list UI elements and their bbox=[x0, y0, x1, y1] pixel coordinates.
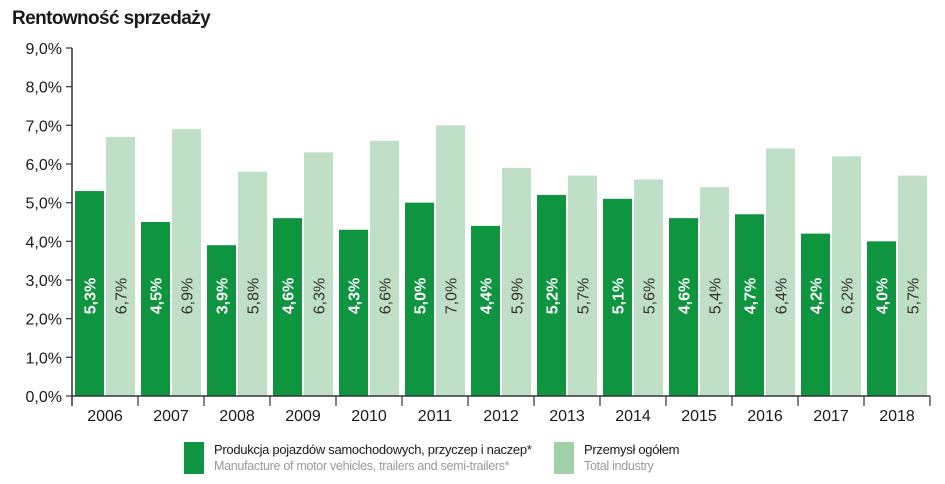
data-label-series1: 4,0% bbox=[875, 278, 892, 314]
x-tick-label: 2006 bbox=[87, 408, 123, 425]
bar-series1 bbox=[207, 245, 236, 396]
bar-series2 bbox=[304, 152, 333, 396]
x-tick-label: 2008 bbox=[219, 408, 255, 425]
bar-series1 bbox=[801, 233, 830, 396]
x-tick-label: 2015 bbox=[681, 408, 717, 425]
legend-label-series2: Przemysł ogółem bbox=[584, 442, 680, 457]
data-label-series2: 5,6% bbox=[642, 278, 659, 314]
data-label-series1: 4,5% bbox=[149, 278, 166, 314]
bar-series1 bbox=[405, 202, 434, 396]
x-tick-label: 2017 bbox=[813, 408, 849, 425]
data-label-series2: 6,7% bbox=[114, 278, 131, 314]
data-label-series1: 4,6% bbox=[281, 278, 298, 314]
data-label-series2: 5,4% bbox=[708, 278, 725, 314]
bar-series1 bbox=[867, 241, 896, 396]
bar-series1 bbox=[141, 222, 170, 396]
bar-series2 bbox=[502, 167, 531, 396]
bar-series2 bbox=[238, 171, 267, 396]
bar-series1 bbox=[339, 229, 368, 396]
y-tick-label: 5,0% bbox=[26, 196, 62, 213]
data-label-series1: 3,9% bbox=[215, 278, 232, 314]
y-axis: 0,0% 1,0% 2,0% 3,0% 4,0% 5,0% 6,0% 7,0% 8,0% 9,0% bbox=[26, 41, 73, 406]
x-tick-label: 2009 bbox=[285, 408, 321, 425]
y-tick-label: 6,0% bbox=[26, 157, 62, 174]
bar-series2 bbox=[106, 136, 135, 396]
x-tick-label: 2011 bbox=[418, 408, 453, 425]
bar-series2 bbox=[766, 148, 795, 396]
data-label-series2: 6,4% bbox=[774, 278, 791, 314]
y-tick-label: 7,0% bbox=[26, 118, 62, 135]
data-label-series1: 5,3% bbox=[83, 278, 100, 314]
bar-series2 bbox=[832, 156, 861, 396]
y-tick-label: 9,0% bbox=[26, 41, 62, 58]
data-label-series1: 4,7% bbox=[743, 278, 760, 314]
legend-swatch-series2 bbox=[554, 442, 574, 474]
bar-series2 bbox=[568, 175, 597, 396]
bar-series1 bbox=[537, 194, 566, 396]
bar-series2 bbox=[436, 125, 465, 396]
data-label-series1: 4,4% bbox=[479, 278, 496, 314]
y-tick-label: 1,0% bbox=[26, 350, 62, 367]
data-label-series2: 5,7% bbox=[576, 278, 593, 314]
x-axis: 2006 2007 2008 2009 2010 2011 2012 2013 2014 2015… bbox=[72, 395, 931, 425]
y-tick-label: 4,0% bbox=[26, 234, 62, 251]
data-label-series1: 4,3% bbox=[347, 278, 364, 314]
x-tick-label: 2018 bbox=[879, 408, 915, 425]
data-label-series1: 5,2% bbox=[545, 278, 562, 314]
bar-series1 bbox=[603, 198, 632, 396]
data-label-series2: 5,9% bbox=[510, 278, 527, 314]
x-tick-label: 2016 bbox=[747, 408, 783, 425]
legend-sublabel-series1: Manufacture of motor vehicles, trailers … bbox=[214, 459, 510, 473]
legend-sublabel-series2: Total industry bbox=[584, 459, 654, 473]
bar-series2 bbox=[370, 140, 399, 396]
data-label-series2: 7,0% bbox=[444, 278, 461, 314]
bar-series2 bbox=[634, 179, 663, 396]
y-tick-label: 2,0% bbox=[26, 312, 62, 329]
legend-swatch-series1 bbox=[184, 442, 204, 474]
data-label-series2: 5,8% bbox=[246, 278, 263, 314]
x-tick-label: 2012 bbox=[483, 408, 519, 425]
data-label-series2: 6,2% bbox=[840, 278, 857, 314]
y-tick-label: 0,0% bbox=[26, 389, 62, 406]
bar-series1 bbox=[75, 191, 104, 396]
data-label-series2: 5,7% bbox=[906, 278, 923, 314]
bar-series1 bbox=[669, 218, 698, 396]
data-label-series1: 5,1% bbox=[611, 278, 628, 314]
data-label-series2: 6,3% bbox=[312, 278, 329, 314]
data-label-series2: 6,9% bbox=[180, 278, 197, 314]
data-label-series1: 4,6% bbox=[677, 278, 694, 314]
x-tick-label: 2014 bbox=[615, 408, 651, 425]
x-tick-label: 2013 bbox=[549, 408, 585, 425]
x-tick-label: 2007 bbox=[153, 408, 189, 425]
legend-label-series1: Produkcja pojazdów samochodowych, przycz… bbox=[214, 442, 532, 457]
bar-chart: 0,0% 1,0% 2,0% 3,0% 4,0% 5,0% 6,0% 7,0% 8,0% 9,0%… bbox=[26, 41, 931, 425]
x-tick-label: 2010 bbox=[351, 408, 387, 425]
bars: 5,3% 6,7% 4,5% 6,9% 3,9% 5,8% 4,6% 6,3% 4,3% 6,6%… bbox=[75, 125, 927, 396]
data-label-series1: 5,0% bbox=[413, 278, 430, 314]
bar-series1 bbox=[735, 214, 764, 396]
data-label-series2: 6,6% bbox=[378, 278, 395, 314]
y-tick-label: 8,0% bbox=[26, 80, 62, 97]
bar-series2 bbox=[172, 129, 201, 396]
chart-title: Rentowność sprzedaży bbox=[12, 8, 211, 29]
bar-series2 bbox=[700, 187, 729, 396]
bar-series2 bbox=[898, 175, 927, 396]
y-tick-label: 3,0% bbox=[26, 273, 62, 290]
bar-series1 bbox=[471, 225, 500, 396]
data-label-series1: 4,2% bbox=[809, 278, 826, 314]
bar-series1 bbox=[273, 218, 302, 396]
